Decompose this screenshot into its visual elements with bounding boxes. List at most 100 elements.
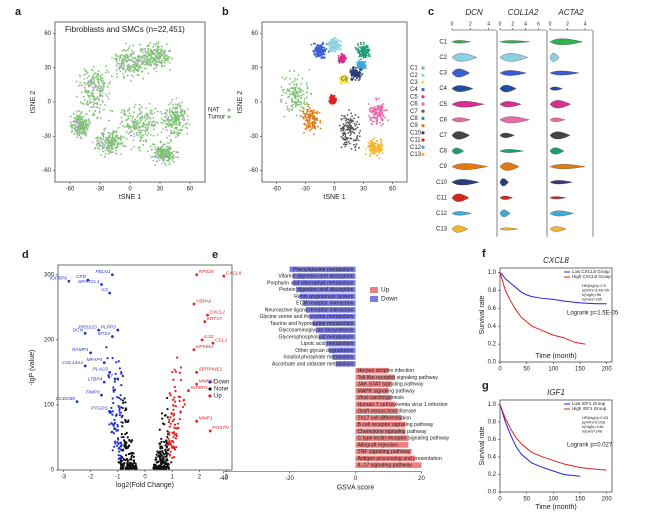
- cell-point: [111, 141, 113, 143]
- cell-point: [142, 140, 145, 142]
- cell-point: [313, 119, 316, 122]
- cell-point: [374, 109, 377, 112]
- cell-point: [349, 129, 351, 131]
- cell-point: [356, 120, 359, 123]
- cell-point: [161, 60, 163, 62]
- cell-point: [318, 54, 320, 56]
- cell-point: [332, 97, 335, 100]
- cell-point: [320, 49, 323, 52]
- cell-point: [376, 120, 378, 123]
- cell-point: [160, 151, 163, 153]
- cell-point: [151, 112, 154, 115]
- cell-point: [305, 126, 308, 128]
- cell-point: [346, 128, 349, 131]
- cell-point: [361, 67, 364, 69]
- stat-line: HR(high)=0.63: [582, 415, 609, 420]
- cell-point: [168, 141, 170, 144]
- bar-label: Antigen processing and presentation: [358, 456, 442, 462]
- gene-label: NFKBIA: [196, 344, 213, 350]
- cell-point: [75, 118, 77, 121]
- bar-label: Neuroactive ligand receptor interaction: [265, 307, 354, 313]
- cell-point: [314, 126, 317, 129]
- cell-point: [165, 129, 168, 132]
- background-gene: [164, 450, 168, 453]
- cell-point: [318, 111, 321, 114]
- cell-point: [371, 110, 374, 112]
- cell-point: [305, 127, 308, 130]
- cell-point: [127, 125, 130, 128]
- cell-point: [340, 146, 343, 149]
- x-tick-label: -30: [96, 187, 105, 193]
- bar: [319, 334, 356, 340]
- cell-point: [91, 92, 93, 94]
- cell-point: [152, 59, 155, 62]
- cell-point: [344, 124, 347, 127]
- cell-point: [165, 154, 167, 156]
- cell-point: [119, 54, 122, 57]
- cell-point: [177, 151, 179, 154]
- cell-point: [167, 125, 170, 127]
- cell-point: [104, 82, 106, 84]
- background-gene: [178, 395, 182, 399]
- cell-point: [78, 74, 81, 77]
- cell-point: [104, 104, 107, 106]
- legend-swatch: [421, 145, 425, 149]
- bar-label: IL-17 signaling pathway: [358, 463, 413, 469]
- cell-point: [133, 106, 136, 108]
- cell-point: [364, 153, 367, 156]
- cell-point: [153, 128, 155, 131]
- cell-point: [109, 81, 112, 83]
- cell-point: [380, 104, 383, 107]
- cell-point: [103, 146, 106, 149]
- cell-point: [155, 160, 158, 163]
- cell-point: [138, 146, 141, 149]
- legend-swatch: [227, 108, 231, 112]
- cell-point: [316, 48, 319, 51]
- cell-point: [343, 127, 345, 130]
- cell-point: [336, 38, 339, 41]
- panel-letter: f: [482, 248, 486, 260]
- cell-point: [360, 47, 363, 49]
- background-gene: [117, 457, 120, 460]
- gene-label: CFD: [76, 274, 86, 280]
- legend-swatch: [421, 152, 425, 156]
- cell-point: [121, 120, 124, 123]
- cell-point: [175, 126, 178, 129]
- cell-point: [106, 136, 109, 139]
- cell-point: [130, 74, 133, 77]
- cell-point: [132, 57, 134, 60]
- cell-point: [92, 73, 95, 76]
- background-gene: [123, 397, 126, 400]
- background-gene: [117, 442, 120, 445]
- background-gene: [119, 454, 122, 457]
- cell-point: [383, 109, 385, 112]
- background-gene: [115, 429, 118, 432]
- cell-point: [96, 72, 99, 75]
- background-gene: [112, 390, 115, 393]
- cell-point: [316, 112, 319, 115]
- cell-point: [80, 84, 83, 87]
- cell-point: [298, 89, 301, 92]
- cell-point: [149, 133, 152, 136]
- cell-point: [331, 43, 334, 45]
- cell-point: [151, 59, 154, 62]
- cell-point: [111, 146, 114, 149]
- background-gene: [110, 421, 113, 425]
- cell-point: [107, 131, 110, 134]
- cell-point: [296, 78, 299, 81]
- violin: [499, 40, 530, 44]
- cell-point: [168, 103, 171, 106]
- background-gene: [120, 370, 123, 374]
- cell-point: [107, 146, 110, 149]
- cell-point: [102, 142, 105, 145]
- cell-point: [136, 127, 139, 129]
- cell-point: [100, 80, 103, 83]
- cell-point: [123, 64, 126, 67]
- background-gene: [166, 463, 169, 466]
- row-label: C6: [439, 117, 447, 123]
- cell-point: [75, 128, 78, 131]
- cell-point: [100, 140, 103, 143]
- cell-point: [377, 113, 380, 116]
- cell-point: [356, 126, 359, 129]
- cell-point: [160, 131, 163, 134]
